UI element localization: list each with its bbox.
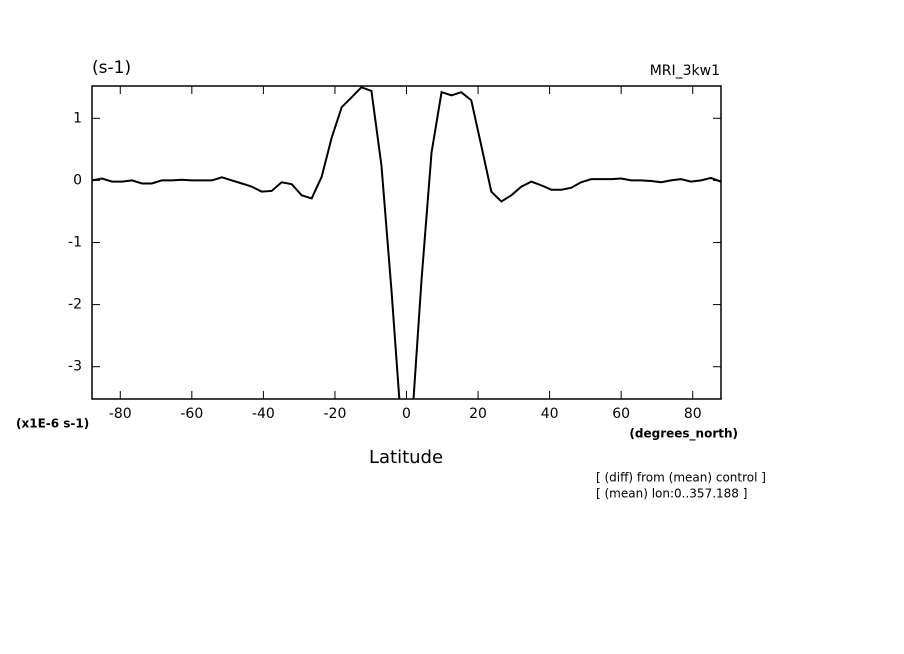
x-tick-label: 60 xyxy=(612,406,630,422)
y-tick-label: -3 xyxy=(68,359,82,375)
x-tick-label: 20 xyxy=(469,406,487,422)
x-tick-label: -40 xyxy=(252,406,275,422)
x-unit: (degrees_north) xyxy=(629,427,738,442)
x-tick-label: -60 xyxy=(180,406,203,422)
x-axis-title: Latitude xyxy=(369,447,443,468)
y-tick-label: 0 xyxy=(73,172,82,188)
line-series xyxy=(92,86,721,399)
y-tick-label: -2 xyxy=(68,297,82,313)
annotation: [ (diff) from (mean) control ] xyxy=(596,471,766,485)
x-tick-label: 0 xyxy=(402,406,411,422)
annotation: [ (mean) lon:0..357.188 ] xyxy=(596,487,747,501)
y-scale-label: (x1E-6 s-1) xyxy=(16,417,89,431)
x-tick-label: 40 xyxy=(541,406,559,422)
x-tick-label: 80 xyxy=(684,406,702,422)
x-tick-label: -20 xyxy=(324,406,347,422)
x-tick-label: -80 xyxy=(109,406,132,422)
y-unit: (s-1) xyxy=(92,58,131,78)
y-tick-label: 1 xyxy=(73,110,82,126)
chart-title: MRI_3kw1 xyxy=(650,63,720,79)
y-tick-label: -1 xyxy=(68,235,82,251)
